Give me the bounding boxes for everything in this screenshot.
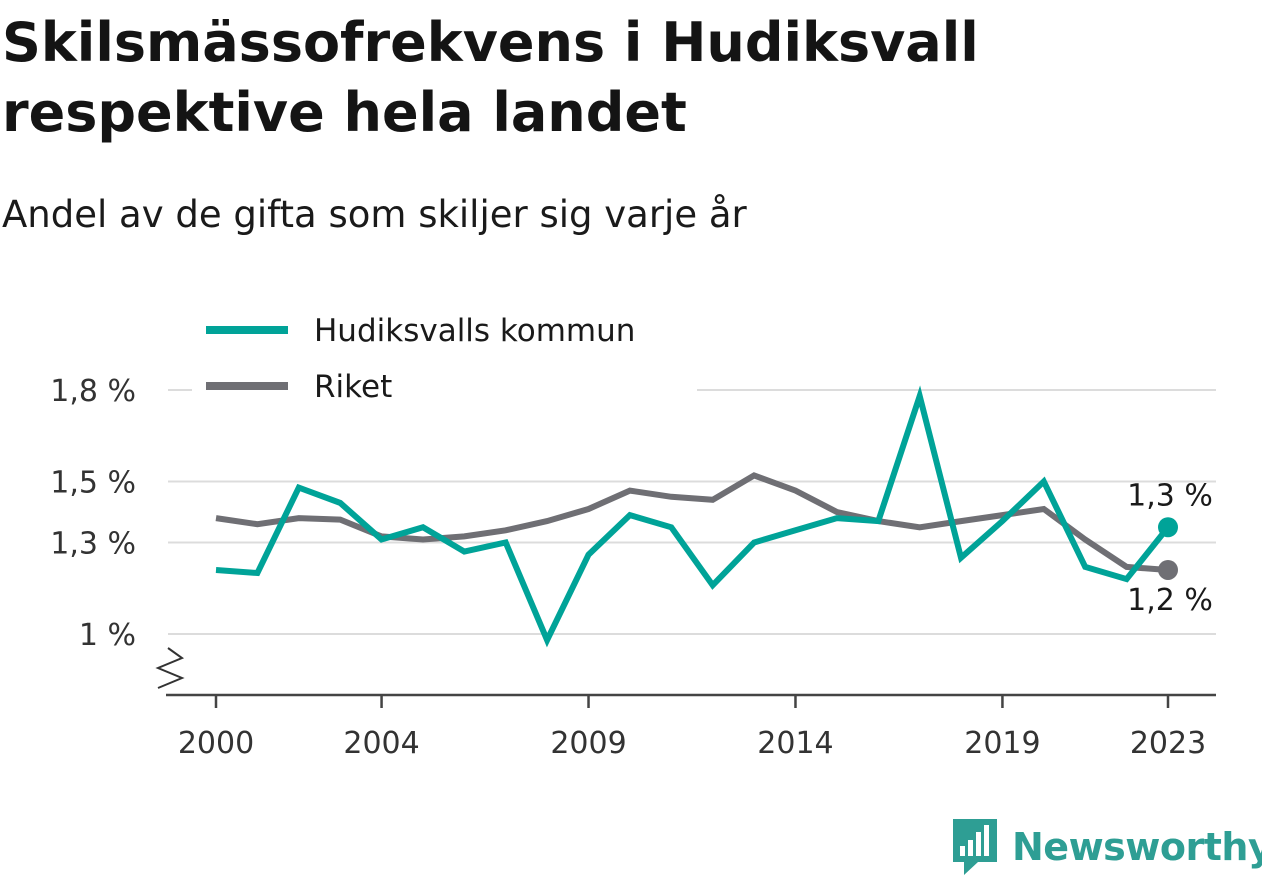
- brand-logo: Newsworthy: [950, 816, 1262, 878]
- x-tick-label: 2009: [550, 726, 626, 761]
- end-label-hudiksvall: 1,3 %: [1127, 478, 1213, 513]
- y-tick-label: 1,8 %: [50, 374, 136, 409]
- end-point-hudiksvall: [1158, 517, 1178, 538]
- x-tick-label: 2019: [964, 726, 1040, 761]
- axis-break-icon: [155, 647, 185, 689]
- chart-subtitle: Andel av de gifta som skiljer sig varje …: [2, 193, 747, 236]
- legend-label-riket: Riket: [314, 369, 392, 405]
- x-tick-label: 2023: [1130, 726, 1206, 761]
- x-tick-label: 2004: [343, 726, 419, 761]
- legend-label-hudiksvall: Hudiksvalls kommun: [314, 313, 635, 349]
- y-tick-label: 1,5 %: [50, 466, 136, 501]
- series-line-hudiksvall: [215, 385, 1171, 648]
- y-tick-label: 1,3 %: [50, 527, 136, 562]
- x-tick-label: 2014: [757, 726, 833, 761]
- end-label-riket: 1,2 %: [1127, 583, 1213, 618]
- legend-box: [192, 306, 697, 414]
- brand-name: Newsworthy: [1012, 825, 1262, 869]
- y-tick-label: 1 %: [79, 618, 136, 653]
- chart-title: Skilsmässofrekvens i Hudiksvall respekti…: [2, 11, 979, 144]
- x-tick-label: 2000: [178, 726, 254, 761]
- newsworthy-logo-icon: [953, 819, 997, 875]
- end-point-riket: [1158, 559, 1178, 580]
